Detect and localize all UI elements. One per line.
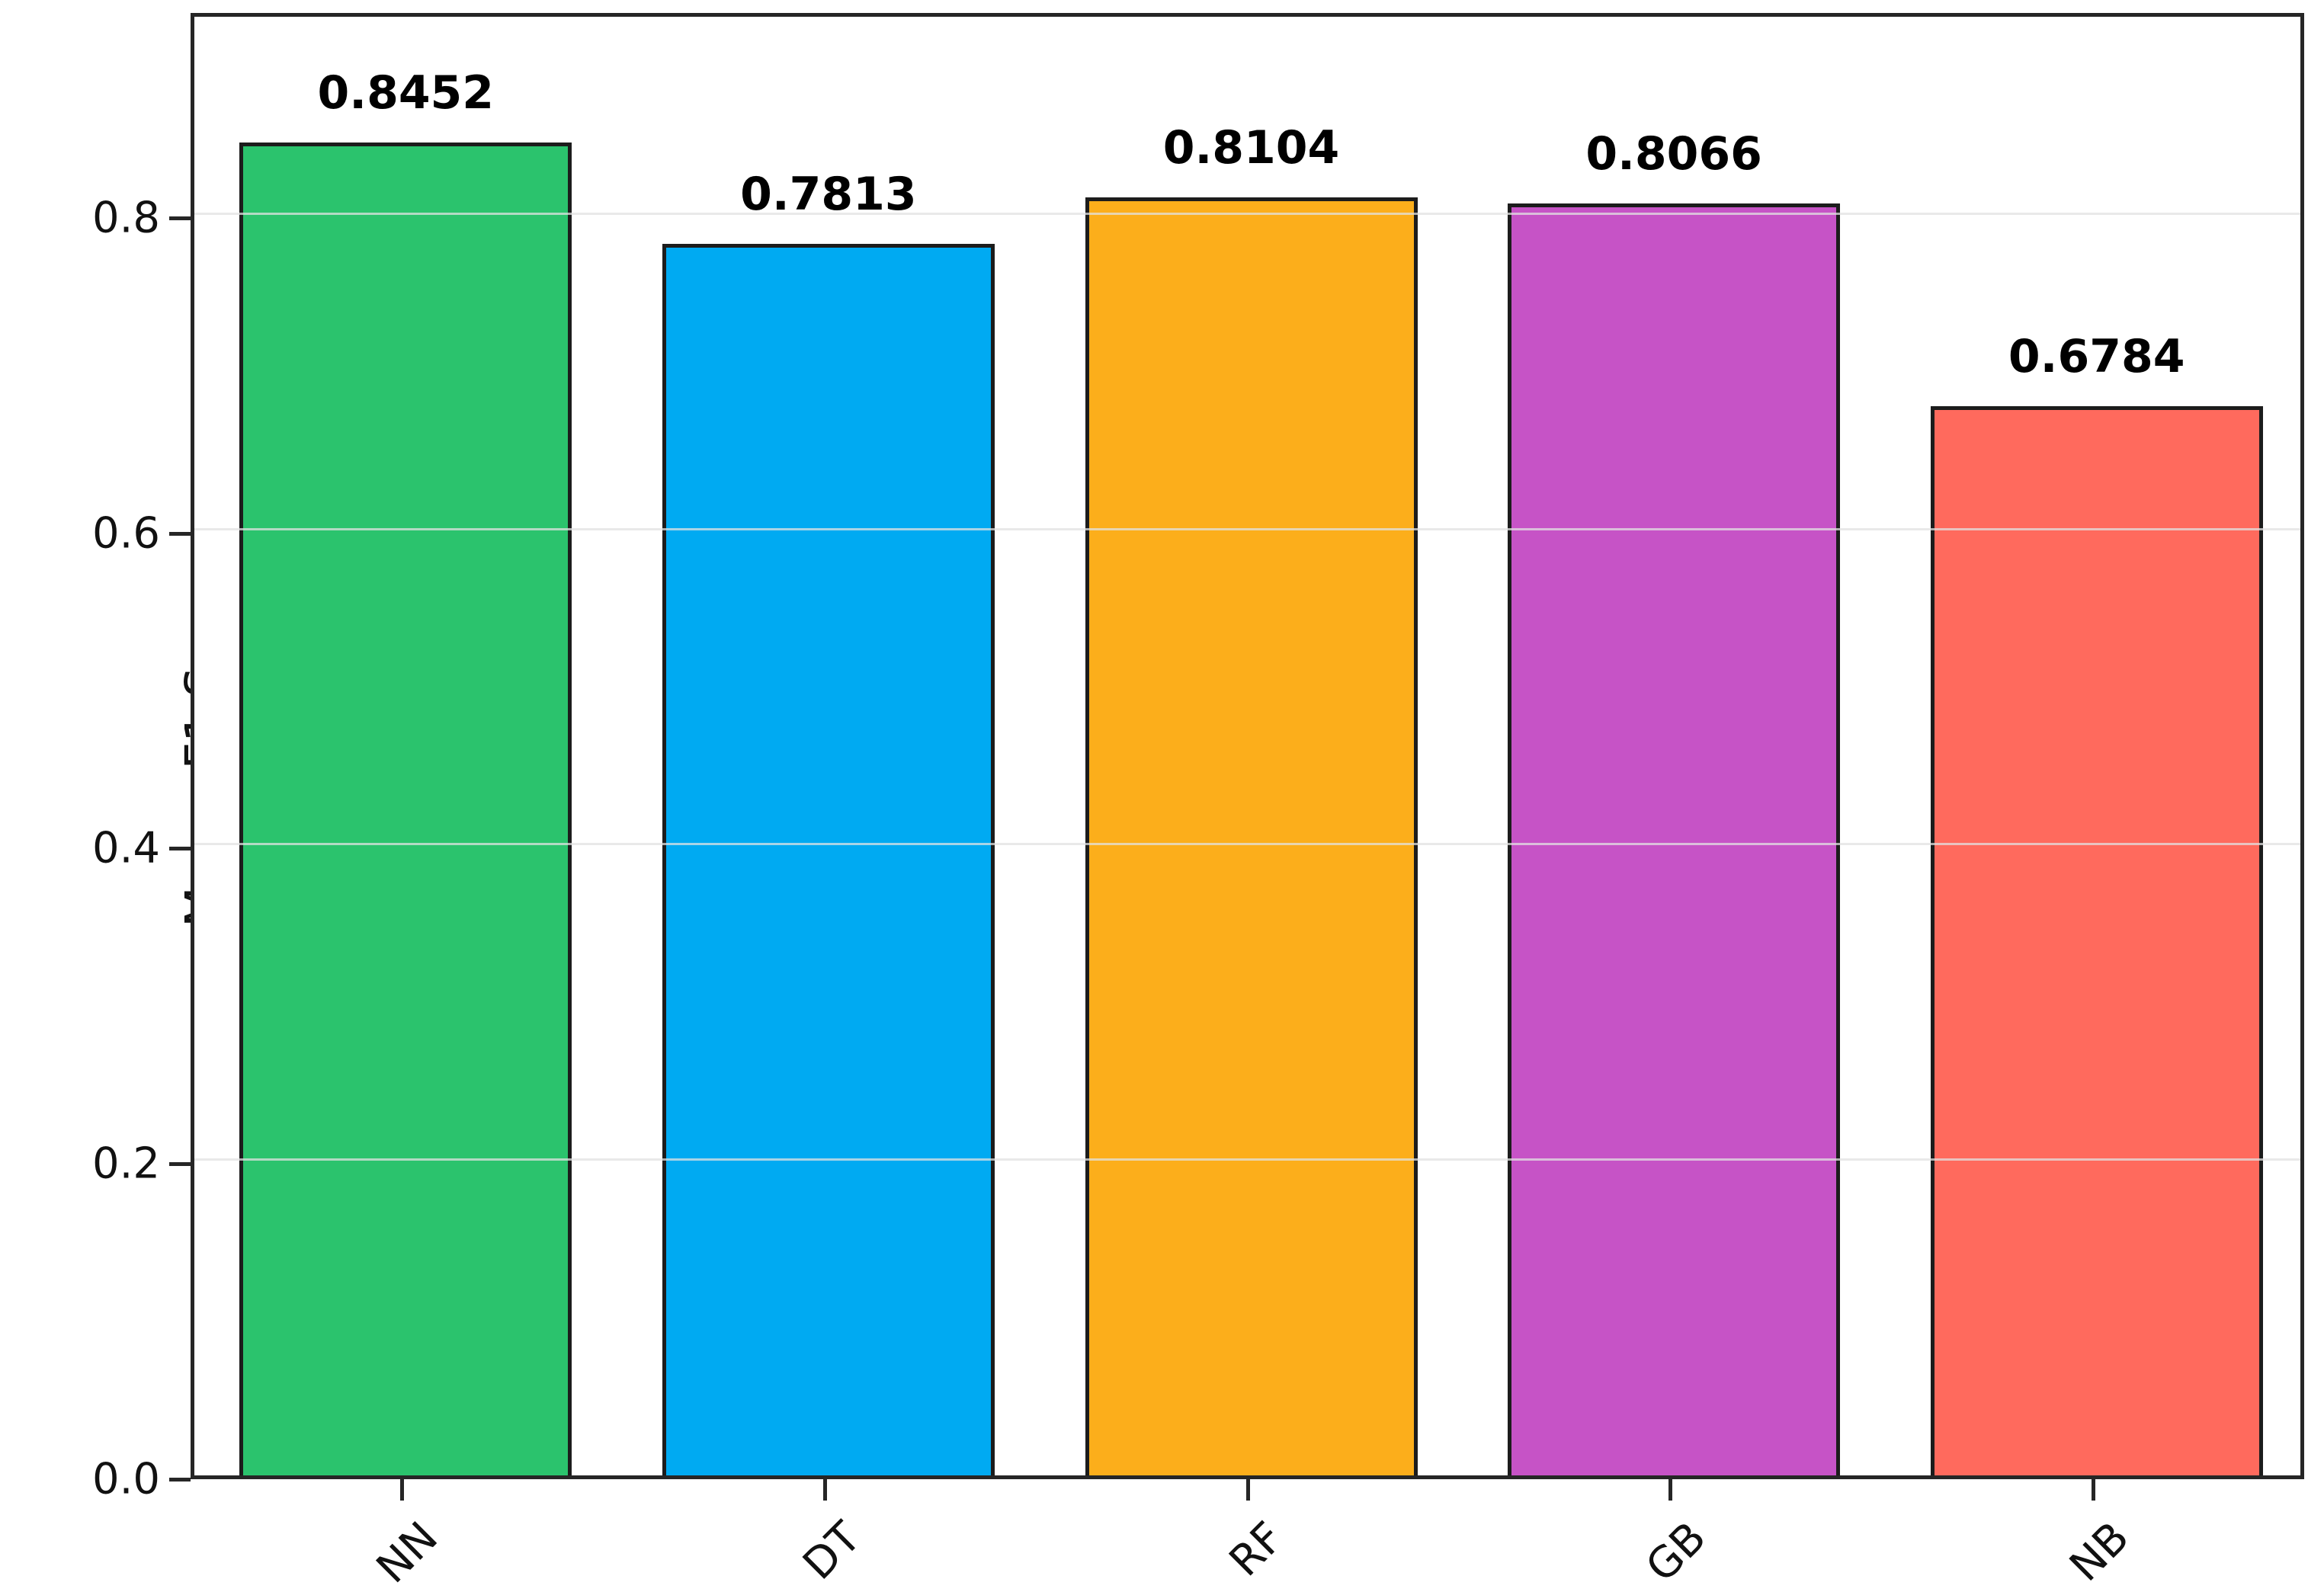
bar-DT	[662, 243, 995, 1475]
x-tick-GB	[1668, 1479, 1673, 1501]
x-tick-label-DT: DT	[793, 1513, 870, 1590]
bar-NB	[1930, 405, 2263, 1475]
x-tick-NB	[2091, 1479, 2095, 1501]
value-label-RF: 0.8104	[1162, 121, 1340, 175]
x-tick-DT	[822, 1479, 827, 1501]
y-tick-label-0.4: 0.4	[91, 823, 160, 873]
x-tick-label-GB: GB	[1636, 1513, 1717, 1592]
bar-NN	[239, 143, 572, 1475]
y-tick-0.8	[169, 216, 191, 220]
x-tick-RF	[1245, 1479, 1250, 1501]
y-tick-label-0.0: 0.0	[91, 1454, 160, 1504]
x-tick-NN	[400, 1479, 405, 1501]
y-tick-0.0	[169, 1478, 191, 1481]
bar-RF	[1085, 197, 1418, 1475]
value-label-DT: 0.7813	[740, 167, 917, 221]
y-tick-0.2	[169, 1162, 191, 1167]
y-tick-label-0.6: 0.6	[91, 508, 160, 559]
x-tick-label-RF: RF	[1220, 1513, 1293, 1587]
x-tick-label-NN: NN	[367, 1513, 448, 1592]
y-tick-0.6	[169, 531, 191, 536]
x-tick-label-NB: NB	[2060, 1513, 2139, 1591]
value-label-GB: 0.8066	[1585, 127, 1762, 181]
y-tick-label-0.2: 0.2	[91, 1139, 160, 1189]
plot-area: 0.8452 0.7813 0.8104 0.8066 0.6784	[191, 13, 2304, 1479]
y-tick-label-0.8: 0.8	[91, 193, 160, 243]
value-label-NN: 0.8452	[317, 66, 495, 120]
bar-GB	[1508, 203, 1841, 1475]
value-label-NB: 0.6784	[2008, 329, 2185, 383]
y-tick-0.4	[169, 847, 191, 851]
